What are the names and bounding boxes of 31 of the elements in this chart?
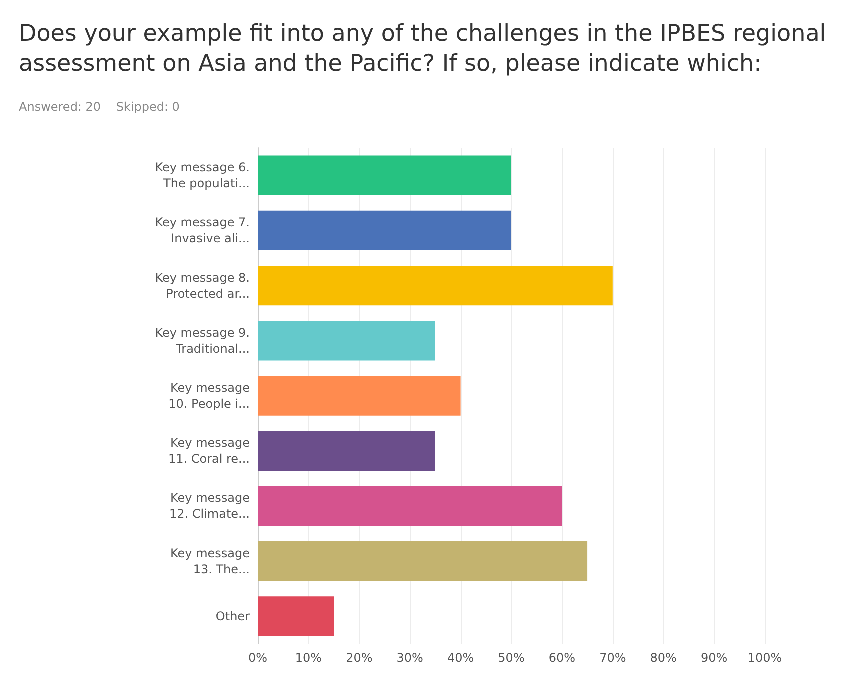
y-tick-label: Key message 10. People i... — [168, 381, 250, 411]
x-tick-label: 40% — [447, 651, 474, 665]
bar — [258, 486, 562, 526]
bar — [258, 541, 588, 582]
bar — [258, 596, 334, 636]
x-tick-label: 0% — [248, 651, 268, 665]
bar — [258, 210, 512, 251]
bar — [258, 156, 512, 196]
bar — [258, 321, 436, 361]
x-tick-label: 100% — [748, 651, 782, 665]
x-tick-label: 70% — [600, 651, 626, 665]
y-tick-label: Key message 7. Invasive ali... — [155, 216, 250, 246]
text: Answered: 20 Skipped: 0 — [19, 100, 180, 114]
x-tick-label: 20% — [346, 651, 373, 665]
x-tick-label: 30% — [396, 651, 424, 665]
y-tick-label: Other — [216, 609, 250, 624]
x-tick-label: 80% — [650, 651, 677, 665]
bar — [258, 376, 461, 416]
y-tick-label: Key message 9. Traditional... — [155, 326, 250, 356]
bar — [258, 431, 436, 471]
y-tick-label: Key message 8. Protected ar... — [155, 270, 250, 301]
x-tick-label: 90% — [700, 651, 728, 665]
chart-title: Does your example fit into any of the challenges in the IPBES regional assessment on Asia and the Pacific? If so, please indicate which: — [19, 21, 834, 77]
y-tick-label: Key message 11. Coral re... — [168, 436, 250, 466]
y-tick-label: Key message 13. The... — [170, 546, 250, 576]
y-tick-label: Key message 6. The populati... — [155, 160, 250, 191]
bar — [258, 266, 613, 306]
y-tick-label: Key message 12. Climate... — [169, 491, 250, 522]
x-tick-label: 60% — [548, 651, 576, 665]
x-tick-label: 10% — [295, 651, 322, 665]
x-tick-label: 50% — [498, 651, 525, 665]
